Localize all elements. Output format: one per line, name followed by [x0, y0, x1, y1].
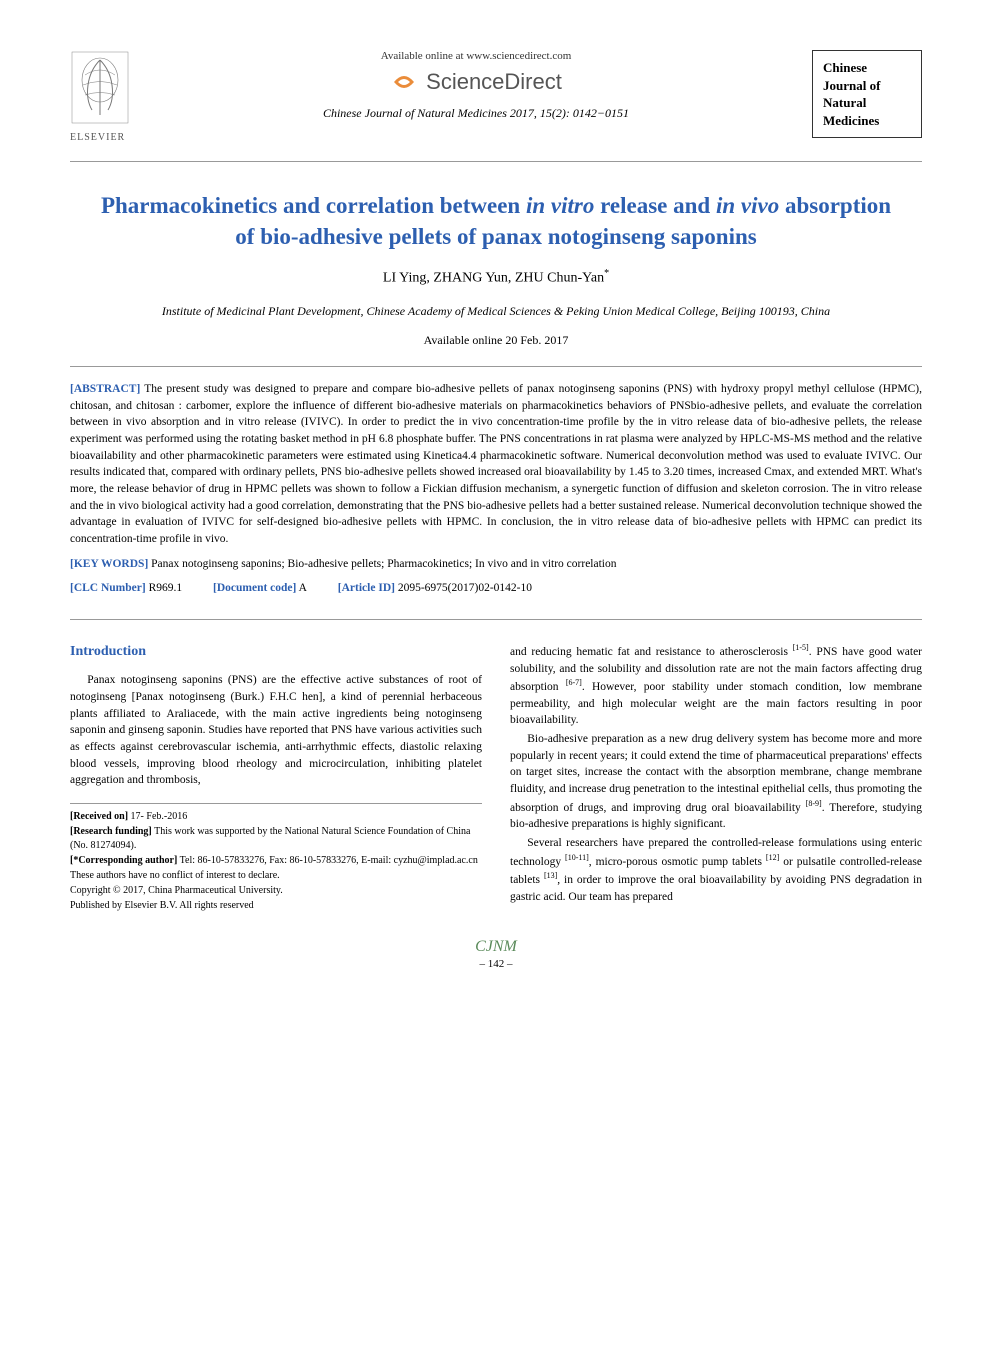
title-ital: in vivo [716, 193, 779, 218]
journal-box-line: Natural [823, 94, 911, 112]
abstract-text: The present study was designed to prepar… [70, 383, 922, 545]
journal-title-box: Chinese Journal of Natural Medicines [812, 50, 922, 138]
page-footer: CJNM – 142 – [70, 938, 922, 970]
keywords-line: [KEY WORDS] Panax notoginseng saponins; … [70, 556, 922, 573]
body-columns: Introduction Panax notoginseng saponins … [70, 642, 922, 914]
corresponding-mark: * [604, 268, 609, 279]
meta-line: [CLC Number] R969.1 [Document code] A [A… [70, 580, 922, 597]
received-value: 17- Feb.-2016 [128, 811, 187, 822]
title-seg: release and [594, 193, 716, 218]
body-text: , micro-porous osmotic pump tablets [589, 855, 766, 867]
doccode-value: A [299, 582, 307, 594]
body-text: . However, poor stability under stomach … [510, 681, 922, 726]
footnote-conflict: These authors have no conflict of intere… [70, 869, 482, 883]
journal-box-line: Journal of [823, 77, 911, 95]
citation-ref: [6-7] [566, 678, 582, 687]
header-center: Available online at www.sciencedirect.co… [140, 50, 812, 121]
page: ELSEVIER Available online at www.science… [0, 0, 992, 1000]
publisher-block: ELSEVIER [70, 50, 140, 143]
articleid-value: 2095-6975(2017)02-0142-10 [398, 582, 532, 594]
keywords-text: Panax notoginseng saponins; Bio-adhesive… [151, 558, 616, 570]
available-online-text: Available online at www.sciencedirect.co… [160, 50, 792, 62]
articleid-label: [Article ID] [338, 582, 395, 594]
journal-box-line: Medicines [823, 112, 911, 130]
sd-brand-text: ScienceDirect [426, 69, 562, 95]
header-row: ELSEVIER Available online at www.science… [70, 50, 922, 162]
citation-ref: [8-9] [806, 799, 822, 808]
citation-ref: [10-11] [565, 853, 589, 862]
available-date: Available online 20 Feb. 2017 [70, 333, 922, 348]
footnotes-block: [Received on] 17- Feb.-2016 [Research fu… [70, 803, 482, 913]
authors-text: LI Ying, ZHANG Yun, ZHU Chun-Yan [383, 271, 604, 286]
citation-ref: [12] [766, 853, 779, 862]
citation-ref: [13] [544, 871, 557, 880]
authors-line: LI Ying, ZHANG Yun, ZHU Chun-Yan* [70, 268, 922, 287]
sd-swoosh-icon [390, 68, 418, 96]
abstract-block: [ABSTRACT] The present study was designe… [70, 366, 922, 620]
citation-ref: [1-5] [793, 643, 809, 652]
corr-value: Tel: 86-10-57833276, Fax: 86-10-57833276… [177, 855, 478, 866]
page-number: – 142 – [70, 958, 922, 970]
footnote-funding: [Research funding] This work was support… [70, 825, 482, 853]
doccode-label: [Document code] [213, 582, 296, 594]
intro-paragraph: Panax notoginseng saponins (PNS) are the… [70, 672, 482, 789]
body-paragraph: and reducing hematic fat and resistance … [510, 642, 922, 729]
title-ital: in vitro [526, 193, 594, 218]
footnote-corresponding: [*Corresponding author] Tel: 86-10-57833… [70, 854, 482, 868]
clc-value: R969.1 [149, 582, 183, 594]
right-column: and reducing hematic fat and resistance … [510, 642, 922, 914]
body-text: and reducing hematic fat and resistance … [510, 646, 793, 658]
abstract-label: [ABSTRACT] [70, 383, 140, 395]
body-text: , in order to improve the oral bioavaila… [510, 874, 922, 903]
affiliation: Institute of Medicinal Plant Development… [100, 303, 892, 319]
journal-box-line: Chinese [823, 59, 911, 77]
keywords-label: [KEY WORDS] [70, 558, 148, 570]
body-paragraph: Several researchers have prepared the co… [510, 835, 922, 905]
footnote-copyright: Copyright © 2017, China Pharmaceutical U… [70, 884, 482, 898]
body-paragraph: Bio-adhesive preparation as a new drug d… [510, 731, 922, 833]
sciencedirect-logo: ScienceDirect [160, 68, 792, 96]
abstract-para: [ABSTRACT] The present study was designe… [70, 381, 922, 548]
left-column: Introduction Panax notoginseng saponins … [70, 642, 482, 914]
footer-journal-logo: CJNM [70, 938, 922, 956]
journal-citation: Chinese Journal of Natural Medicines 201… [160, 106, 792, 121]
title-seg: Pharmacokinetics and correlation between [101, 193, 526, 218]
article-title: Pharmacokinetics and correlation between… [90, 190, 902, 252]
footnote-received: [Received on] 17- Feb.-2016 [70, 810, 482, 824]
corr-label: [*Corresponding author] [70, 855, 177, 866]
funding-label: [Research funding] [70, 826, 152, 837]
publisher-name: ELSEVIER [70, 132, 140, 143]
clc-label: [CLC Number] [70, 582, 146, 594]
section-heading-introduction: Introduction [70, 642, 482, 662]
elsevier-tree-icon [70, 50, 130, 125]
received-label: [Received on] [70, 811, 128, 822]
footnote-published: Published by Elsevier B.V. All rights re… [70, 899, 482, 913]
